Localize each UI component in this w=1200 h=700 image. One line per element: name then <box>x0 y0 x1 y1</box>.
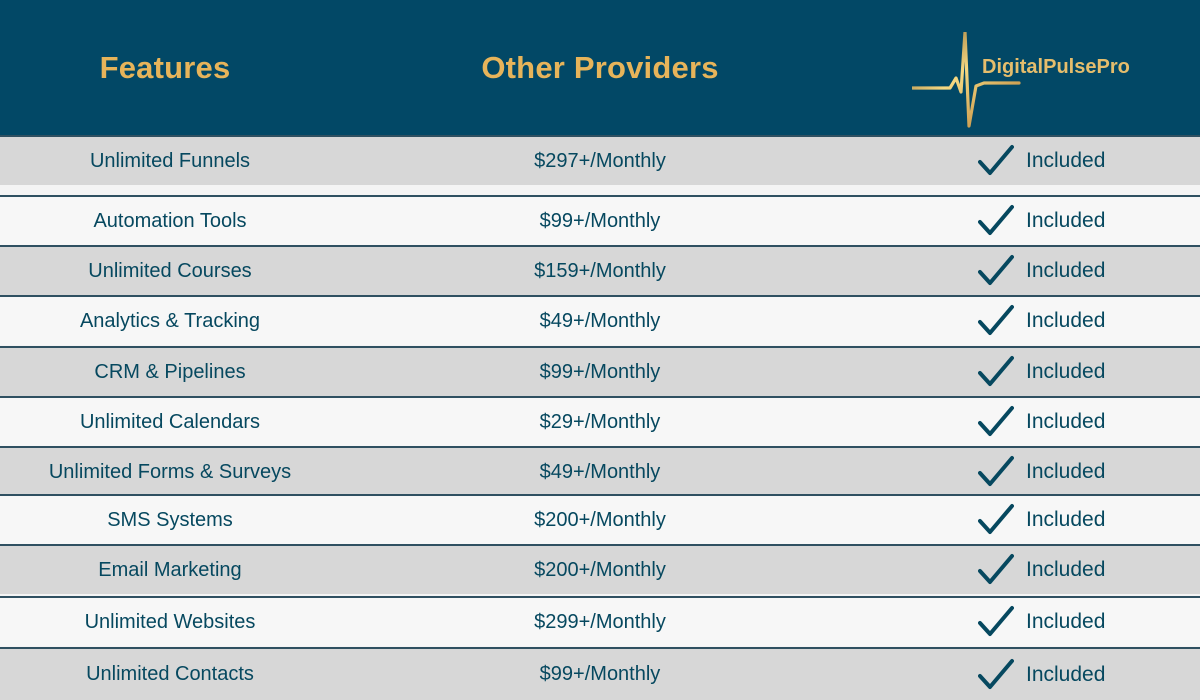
feature-name: Unlimited Websites <box>84 610 256 633</box>
check-icon <box>978 305 1014 335</box>
table-row: Analytics & Tracking $49+/Monthly Includ… <box>0 295 1200 345</box>
table-row: Email Marketing $200+/Monthly Included <box>0 544 1200 594</box>
other-providers-column-header: Other Providers <box>481 49 719 85</box>
other-provider-price: $29+/Monthly <box>539 410 661 433</box>
other-provider-price: $49+/Monthly <box>539 460 661 483</box>
pulse-logo-icon <box>912 32 1021 128</box>
brand-logo: DigitalPulsePro <box>912 32 1152 130</box>
table-row: CRM & Pipelines $99+/Monthly Included <box>0 346 1200 396</box>
included-label: Included <box>1026 360 1106 383</box>
included-label: Included <box>1026 149 1106 172</box>
included-status: Included <box>978 598 1158 646</box>
included-status: Included <box>978 448 1158 496</box>
table-row: Unlimited Contacts $99+/Monthly Included <box>0 647 1200 700</box>
check-icon <box>978 406 1014 436</box>
table-row: Unlimited Funnels $297+/Monthly Included <box>0 135 1200 185</box>
feature-name: Unlimited Calendars <box>79 410 261 433</box>
table-header: Features Other Providers DigitalPulsePro <box>0 0 1200 135</box>
table-row: SMS Systems $200+/Monthly Included <box>0 494 1200 544</box>
included-label: Included <box>1026 558 1106 581</box>
check-icon <box>978 255 1014 285</box>
included-label: Included <box>1026 508 1106 531</box>
check-icon <box>978 205 1014 235</box>
check-icon <box>978 554 1014 584</box>
feature-name: CRM & Pipelines <box>94 360 246 383</box>
included-label: Included <box>1026 662 1106 686</box>
other-provider-price: $200+/Monthly <box>534 508 666 531</box>
check-icon <box>978 606 1014 636</box>
feature-name: Automation Tools <box>93 209 247 232</box>
other-provider-price: $99+/Monthly <box>539 663 661 685</box>
check-icon <box>978 504 1014 534</box>
check-icon <box>978 356 1014 386</box>
included-status: Included <box>978 649 1158 700</box>
included-label: Included <box>1026 610 1106 633</box>
other-provider-price: $49+/Monthly <box>539 309 661 332</box>
included-status: Included <box>978 348 1158 396</box>
included-status: Included <box>978 247 1158 295</box>
other-provider-price: $200+/Monthly <box>534 558 666 581</box>
table-row: Automation Tools $99+/Monthly Included <box>0 195 1200 245</box>
included-status: Included <box>978 398 1158 446</box>
other-provider-price: $99+/Monthly <box>539 360 661 383</box>
included-label: Included <box>1026 410 1106 433</box>
features-column-header: Features <box>99 49 231 85</box>
table-row: Unlimited Calendars $29+/Monthly Include… <box>0 396 1200 446</box>
included-status: Included <box>978 546 1158 594</box>
table-row: Unlimited Courses $159+/Monthly Included <box>0 245 1200 295</box>
included-label: Included <box>1026 209 1106 232</box>
table-row: Unlimited Forms & Surveys $49+/Monthly I… <box>0 446 1200 496</box>
included-status: Included <box>978 137 1158 185</box>
feature-name: Unlimited Contacts <box>86 663 254 685</box>
feature-name: Unlimited Funnels <box>89 149 251 172</box>
brand-name: DigitalPulsePro <box>982 56 1130 78</box>
check-icon <box>978 145 1014 175</box>
feature-name: Unlimited Forms & Surveys <box>48 460 292 483</box>
other-provider-price: $159+/Monthly <box>534 259 666 282</box>
feature-name: Unlimited Courses <box>88 259 252 282</box>
other-provider-price: $297+/Monthly <box>534 149 666 172</box>
feature-name: Analytics & Tracking <box>79 309 261 332</box>
other-provider-price: $299+/Monthly <box>534 610 666 633</box>
included-status: Included <box>978 496 1158 544</box>
check-icon <box>978 658 1014 689</box>
included-status: Included <box>978 197 1158 245</box>
table-body: Unlimited Funnels $297+/Monthly Included… <box>0 135 1200 700</box>
other-provider-price: $99+/Monthly <box>539 209 661 232</box>
feature-name: SMS Systems <box>107 508 233 531</box>
check-icon <box>978 456 1014 486</box>
included-label: Included <box>1026 460 1106 483</box>
included-label: Included <box>1026 309 1106 332</box>
included-status: Included <box>978 297 1158 345</box>
table-row: Unlimited Websites $299+/Monthly Include… <box>0 596 1200 646</box>
included-label: Included <box>1026 259 1106 282</box>
feature-name: Email Marketing <box>98 558 242 581</box>
